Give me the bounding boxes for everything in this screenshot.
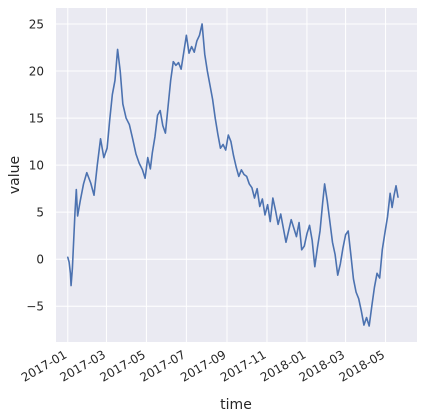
- y-tick-label: 5: [36, 206, 44, 220]
- y-tick-label: 15: [29, 112, 44, 126]
- x-tick-label: 2018-05: [337, 347, 387, 384]
- y-axis-ticks: −5 0 5 10 15 20 25: [26, 17, 44, 313]
- y-tick-label: −5: [26, 300, 44, 314]
- series-layer: [66, 23, 399, 327]
- plot-area: [56, 8, 417, 342]
- y-tick-label: 0: [36, 253, 44, 267]
- x-axis-label: time: [220, 397, 252, 413]
- y-tick-label: 25: [29, 17, 44, 31]
- x-tick-label: 2017-07: [137, 347, 187, 384]
- y-axis-label: value: [7, 156, 23, 194]
- series-line-0: [66, 23, 399, 327]
- x-axis-ticks: 2017-012017-032017-052017-072017-092017-…: [19, 347, 387, 384]
- y-tick-label: 10: [29, 159, 44, 173]
- y-tick-label: 20: [29, 65, 44, 79]
